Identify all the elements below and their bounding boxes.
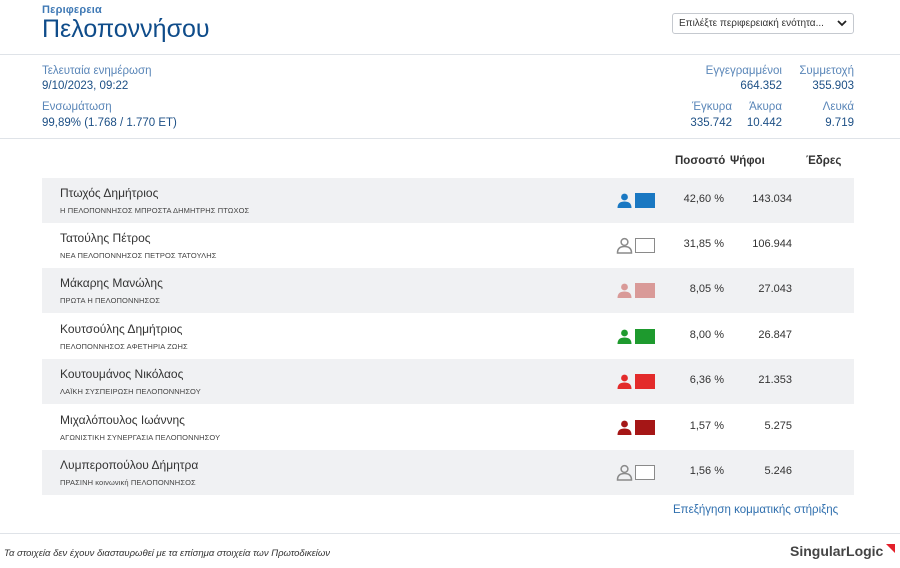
person-icon (616, 464, 633, 481)
percent-value: 1,57 % (689, 420, 724, 432)
percent-value: 31,85 % (683, 238, 724, 250)
table-row[interactable]: Μάκαρης Μανώλης ΠΡΩΤΑ Η ΠΕΛΟΠΟΝΝΗΣΟΣ 8,0… (42, 268, 854, 313)
valid-label: Έγκυρα (692, 101, 732, 113)
table-row[interactable]: Κουτσούλης Δημήτριος ΠΕΛΟΠΟΝΝΗΣΟΣ ΑΦΕΤΗΡ… (42, 314, 854, 359)
brand-logo: SingularLogic (790, 543, 883, 559)
region-title: Πελοποννήσου (42, 15, 210, 43)
party-color-swatch (635, 465, 655, 480)
party-support-explanation-link[interactable]: Επεξήγηση κομματικής στήριξης (673, 504, 839, 516)
party-name: ΝΕΑ ΠΕΛΟΠΟΝΝΗΣΟΣ ΠΕΤΡΟΣ ΤΑΤΟΥΛΗΣ (60, 251, 217, 260)
chevron-down-icon (837, 20, 847, 27)
last-update-value: 9/10/2023, 09:22 (42, 80, 129, 92)
party-color-swatch (635, 283, 655, 298)
table-row[interactable]: Λυμπεροπούλου Δήμητρα ΠΡΑΣΙΝΗ κοινωνική … (42, 450, 854, 495)
percent-value: 6,36 % (689, 374, 724, 386)
person-icon (617, 420, 632, 435)
party-color-swatch (635, 329, 655, 344)
turnout-label: Συμμετοχή (799, 65, 854, 77)
candidate-name: Μάκαρης Μανώλης (60, 276, 163, 290)
percent-value: 8,00 % (689, 329, 724, 341)
percent-value: 8,05 % (689, 283, 724, 295)
page-header: Περιφερεια Πελοποννήσου Επιλέξτε περιφερ… (0, 0, 900, 55)
party-name: ΠΡΩΤΑ Η ΠΕΛΟΠΟΝΝΗΣΟΣ (60, 296, 160, 305)
party-color-swatch (635, 374, 655, 389)
brand-logo-part2: Logic (846, 543, 884, 559)
registered-value: 664.352 (740, 80, 782, 92)
regional-unit-select-value: Επιλέξτε περιφερειακή ενότητα... (679, 18, 824, 29)
disclaimer-text: Τα στοιχεία δεν έχουν διασταυρωθεί με τα… (4, 548, 330, 559)
brand-logo-part1: Singular (790, 543, 847, 559)
votes-value: 143.034 (752, 193, 792, 205)
party-color-swatch (635, 238, 655, 253)
candidate-name: Λυμπεροπούλου Δήμητρα (60, 458, 199, 472)
integration-label: Ενσωμάτωση (42, 101, 112, 113)
last-update-label: Τελευταία ενημέρωση (42, 65, 152, 77)
regional-unit-select[interactable]: Επιλέξτε περιφερειακή ενότητα... (672, 13, 854, 34)
candidate-name: Πτωχός Δημήτριος (60, 186, 159, 200)
invalid-value: 10.442 (746, 117, 782, 129)
votes-value: 27.043 (758, 283, 792, 295)
region-label: Περιφερεια (42, 4, 102, 16)
person-icon (617, 329, 632, 344)
valid-value: 335.742 (690, 117, 732, 129)
votes-value: 5.246 (764, 465, 792, 477)
party-name: ΛΑΪΚΗ ΣΥΣΠΕΙΡΩΣΗ ΠΕΛΟΠΟΝΝΗΣΟΥ (60, 387, 201, 396)
candidate-name: Τατούλης Πέτρος (60, 231, 151, 245)
table-row[interactable]: Τατούλης Πέτρος ΝΕΑ ΠΕΛΟΠΟΝΝΗΣΟΣ ΠΕΤΡΟΣ … (42, 223, 854, 268)
column-header-seats: Έδρες (806, 155, 842, 167)
percent-value: 1,56 % (689, 465, 724, 477)
registered-label: Εγγεγραμμένοι (705, 65, 782, 77)
integration-value: 99,89% (1.768 / 1.770 ΕΤ) (42, 117, 177, 129)
party-name: ΠΡΑΣΙΝΗ κοινωνική ΠΕΛΟΠΟΝΝΗΣΟΣ (60, 478, 196, 487)
person-icon (616, 237, 633, 254)
votes-value: 26.847 (758, 329, 792, 341)
candidate-name: Μιχαλόπουλος Ιωάννης (60, 413, 185, 427)
blank-value: 9.719 (825, 117, 854, 129)
blank-label: Λευκά (822, 101, 854, 113)
party-name: Η ΠΕΛΟΠΟΝΝΗΣΟΣ ΜΠΡΟΣΤΑ ΔΗΜΗΤΡΗΣ ΠΤΩΧΟΣ (60, 206, 250, 215)
party-name: ΠΕΛΟΠΟΝΝΗΣΟΣ ΑΦΕΤΗΡΙΑ ΖΩΗΣ (60, 342, 188, 351)
column-header-percent: Ποσοστό (675, 155, 726, 167)
invalid-label: Άκυρα (749, 101, 782, 113)
column-header-votes: Ψήφοι (730, 155, 765, 167)
votes-value: 21.353 (758, 374, 792, 386)
person-icon (617, 283, 632, 298)
party-color-swatch (635, 193, 655, 208)
person-icon (617, 374, 632, 389)
table-row[interactable]: Κουτουμάνος Νικόλαος ΛΑΪΚΗ ΣΥΣΠΕΙΡΩΣΗ ΠΕ… (42, 359, 854, 404)
candidate-name: Κουτσούλης Δημήτριος (60, 322, 183, 336)
table-row[interactable]: Πτωχός Δημήτριος Η ΠΕΛΟΠΟΝΝΗΣΟΣ ΜΠΡΟΣΤΑ … (42, 178, 854, 223)
turnout-value: 355.903 (812, 80, 854, 92)
stats-panel: Τελευταία ενημέρωση 9/10/2023, 09:22 Ενσ… (0, 55, 900, 139)
party-name: ΑΓΩΝΙΣΤΙΚΗ ΣΥΝΕΡΓΑΣΙΑ ΠΕΛΟΠΟΝΝΗΣΟΥ (60, 433, 221, 442)
page-footer: Τα στοιχεία δεν έχουν διασταυρωθεί με τα… (0, 533, 900, 568)
votes-value: 5.275 (764, 420, 792, 432)
person-icon (617, 193, 632, 208)
votes-value: 106.944 (752, 238, 792, 250)
party-color-swatch (635, 420, 655, 435)
brand-mark-icon (886, 544, 895, 553)
table-row[interactable]: Μιχαλόπουλος Ιωάννης ΑΓΩΝΙΣΤΙΚΗ ΣΥΝΕΡΓΑΣ… (42, 405, 854, 450)
percent-value: 42,60 % (683, 193, 724, 205)
candidate-name: Κουτουμάνος Νικόλαος (60, 367, 184, 381)
